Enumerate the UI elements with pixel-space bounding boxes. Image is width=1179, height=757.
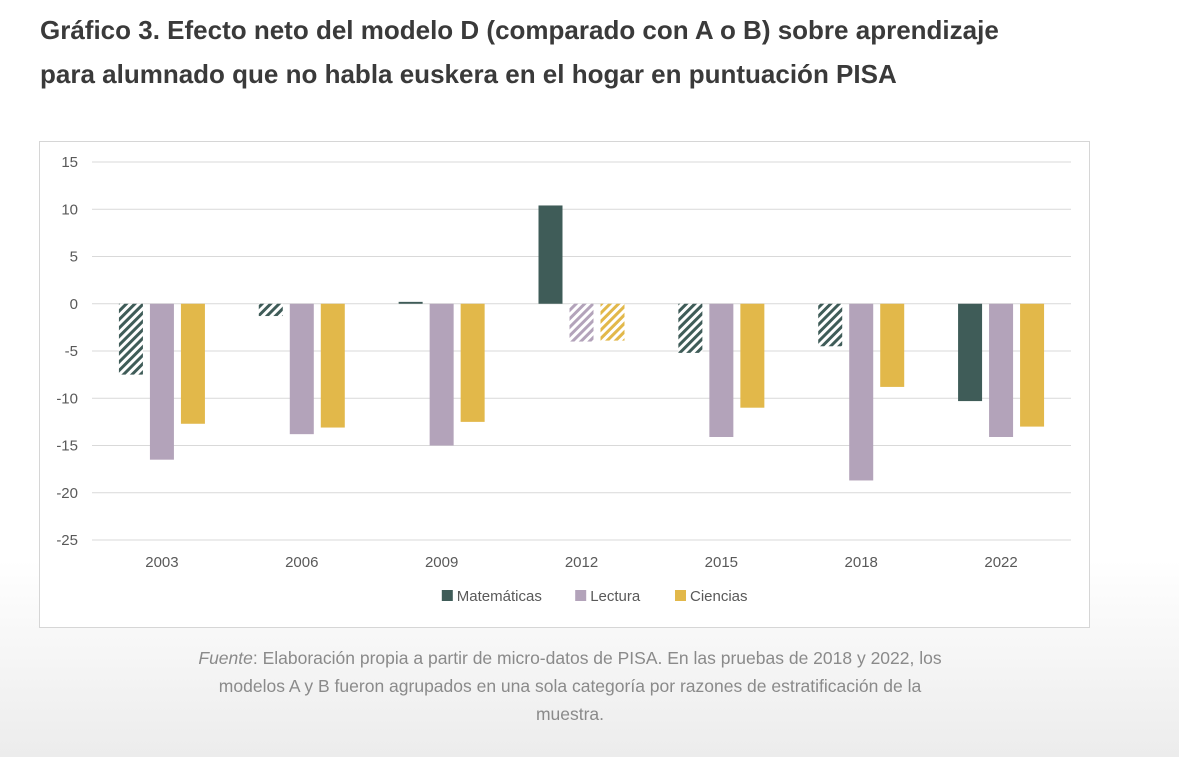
y-tick-label: -10: [56, 390, 78, 407]
x-tick-label: 2015: [705, 554, 738, 571]
y-tick-label: -5: [65, 343, 78, 360]
source-text: : Elaboración propia a partir de micro-d…: [218, 648, 942, 724]
x-tick-label: 2003: [145, 554, 178, 571]
bar-ciencias-2003: [180, 303, 205, 424]
x-tick-label: 2018: [845, 554, 878, 571]
y-tick-label: -25: [56, 532, 78, 549]
bar-matemticas-2003: [118, 303, 143, 375]
bar-lectura-2012: [569, 303, 594, 342]
chart-container: 15 10 5 0 -5 -10 -15 -20 -25 2003 2006 2009 2012 2015…: [39, 141, 1090, 628]
chart-title: Gráfico 3. Efecto neto del modelo D (com…: [40, 8, 1140, 96]
bar-matemticas-2018: [818, 303, 843, 347]
x-tick-label: 2022: [984, 554, 1017, 571]
x-tick-label: 2006: [285, 554, 318, 571]
bar-lectura-2018: [849, 303, 874, 481]
bar-matemticas-2012: [538, 205, 563, 304]
legend-swatch: [441, 590, 453, 601]
legend-label: Lectura: [590, 588, 641, 605]
source-note: Fuente: Elaboración propia a partir de m…: [190, 644, 950, 728]
bar-ciencias-2022: [1020, 303, 1045, 427]
bar-matemticas-2015: [678, 303, 703, 353]
x-tick-label: 2009: [425, 554, 458, 571]
y-tick-label: -15: [56, 438, 78, 455]
bar-matemticas-2009: [398, 301, 423, 304]
source-label: Fuente: [198, 648, 253, 668]
bar-lectura-2009: [429, 303, 454, 446]
bar-ciencias-2018: [880, 303, 905, 387]
legend-swatch: [575, 590, 587, 601]
bar-lectura-2022: [989, 303, 1014, 437]
y-tick-label: 15: [61, 154, 78, 171]
bar-ciencias-2009: [460, 303, 485, 422]
legend-label: Ciencias: [690, 588, 748, 605]
chart-title-line-2: para alumnado que no habla euskera en el…: [40, 59, 897, 89]
bar-ciencias-2006: [320, 303, 345, 428]
bar-lectura-2015: [709, 303, 734, 437]
bar-chart: 15 10 5 0 -5 -10 -15 -20 -25 2003 2006 2009 2012 2015…: [56, 154, 1071, 605]
y-tick-label: 0: [70, 296, 78, 313]
x-tick-label: 2012: [565, 554, 598, 571]
bar-ciencias-2012: [600, 303, 625, 341]
y-tick-label: 5: [70, 249, 78, 266]
bar-matemticas-2022: [958, 303, 983, 402]
bar-matemticas-2006: [258, 303, 283, 317]
bar-lectura-2006: [289, 303, 314, 435]
y-tick-label: 10: [61, 201, 78, 218]
y-tick-label: -20: [56, 485, 78, 502]
bar-ciencias-2015: [740, 303, 765, 408]
chart-title-line-1: Gráfico 3. Efecto neto del modelo D (com…: [40, 15, 999, 45]
bar-lectura-2003: [149, 303, 174, 460]
legend-swatch: [675, 590, 686, 601]
legend-label: Matemáticas: [457, 588, 542, 605]
